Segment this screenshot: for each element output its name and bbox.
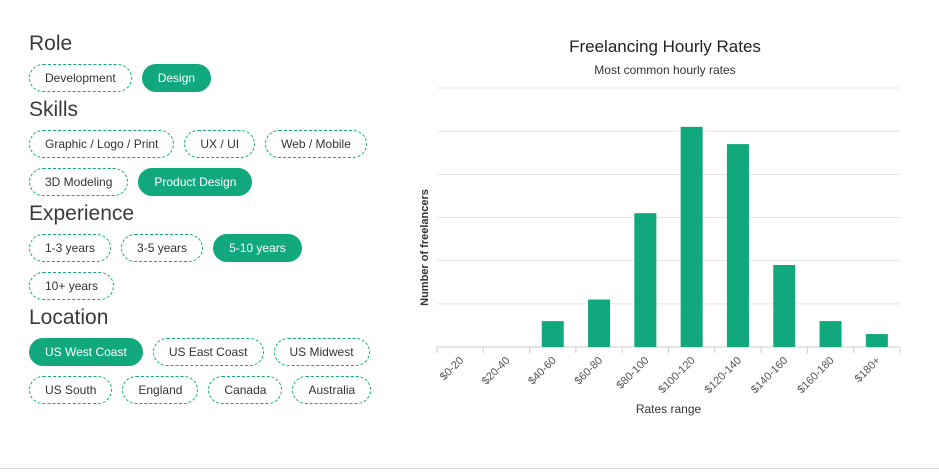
- x-tick-label: $0-20: [438, 355, 466, 383]
- role-chip-development[interactable]: Development: [29, 64, 132, 92]
- x-tick-label: $100-120: [656, 355, 697, 396]
- skills-chip-3d-modeling[interactable]: 3D Modeling: [29, 168, 129, 196]
- bar-$180+: [865, 334, 888, 347]
- location-chip-us-midwest[interactable]: US Midwest: [273, 338, 370, 366]
- experience-chip-10-years[interactable]: 10+ years: [29, 272, 115, 300]
- skills-chips: Graphic / Logo / Print UX / UI Web / Mobil…: [29, 130, 389, 196]
- x-tick-label: $80-100: [614, 355, 651, 392]
- location-chip-us-south[interactable]: US South: [29, 376, 113, 404]
- location-chip-australia[interactable]: Australia: [292, 376, 372, 404]
- y-axis-label: Number of freelancers: [419, 189, 431, 306]
- location-chip-canada[interactable]: Canada: [208, 376, 283, 404]
- bar-$80-100: [634, 213, 657, 347]
- location-chips: US West Coast US East Coast US Midwest US S…: [29, 338, 389, 404]
- chart-subtitle: Most common hourly rates: [594, 63, 736, 77]
- bottom-divider: [0, 468, 939, 469]
- skills-chip-web-mobile[interactable]: Web / Mobile: [265, 130, 367, 158]
- role-title: Role: [29, 32, 73, 55]
- skills-section: Skills Graphic / Logo / Print UX / UI Web …: [29, 98, 389, 196]
- x-tick-label: $40-60: [526, 355, 559, 388]
- x-tick-label: $20-40: [480, 355, 513, 388]
- experience-chip-3-5-years[interactable]: 3-5 years: [121, 234, 204, 262]
- filters-panel: Role Development Design Skills Graphic / …: [29, 32, 389, 410]
- bar-$60-80: [588, 299, 611, 347]
- experience-section: Experience 1-3 years 3-5 years 5-10 years 1…: [29, 202, 389, 300]
- x-tick-label: $180+: [853, 355, 883, 385]
- x-tick-label: $160-180: [795, 355, 836, 396]
- location-chip-us-east-coast[interactable]: US East Coast: [152, 338, 264, 366]
- bar-$120-140: [726, 144, 749, 347]
- experience-title: Experience: [29, 202, 135, 225]
- role-chips: Development Design: [29, 64, 389, 92]
- role-section: Role Development Design: [29, 32, 389, 92]
- location-chip-england[interactable]: England: [122, 376, 199, 404]
- x-axis-label: Rates range: [636, 402, 702, 416]
- skills-chip-ux-ui[interactable]: UX / UI: [184, 130, 256, 158]
- experience-chip-1-3-years[interactable]: 1-3 years: [29, 234, 112, 262]
- rates-chart: Freelancing Hourly Rates Most common hou…: [415, 30, 915, 430]
- skills-chip-graphic-logo-print[interactable]: Graphic / Logo / Print: [29, 130, 175, 158]
- x-tick-label: $60-80: [572, 355, 605, 388]
- experience-chips: 1-3 years 3-5 years 5-10 years 10+ years: [29, 234, 389, 300]
- skills-title: Skills: [29, 98, 79, 121]
- x-tick-label: $120-140: [703, 355, 744, 396]
- location-chip-us-west-coast[interactable]: US West Coast: [29, 338, 143, 366]
- bar-$40-60: [541, 321, 564, 347]
- x-tick-label: $140-160: [749, 355, 790, 396]
- experience-chip-5-10-years[interactable]: 5-10 years: [213, 234, 302, 262]
- bar-$140-160: [773, 264, 796, 347]
- location-section: Location US West Coast US East Coast US Mi…: [29, 306, 389, 404]
- skills-chip-product-design[interactable]: Product Design: [138, 168, 253, 196]
- role-chip-design[interactable]: Design: [141, 64, 212, 92]
- chart-plot: $0-20 $20-40 $40-60 $60-80 $80-100 $100-120 $1…: [419, 87, 901, 416]
- bar-$100-120: [680, 126, 703, 347]
- bar-$160-180: [819, 321, 842, 347]
- location-title: Location: [29, 306, 109, 329]
- chart-title: Freelancing Hourly Rates: [569, 37, 761, 56]
